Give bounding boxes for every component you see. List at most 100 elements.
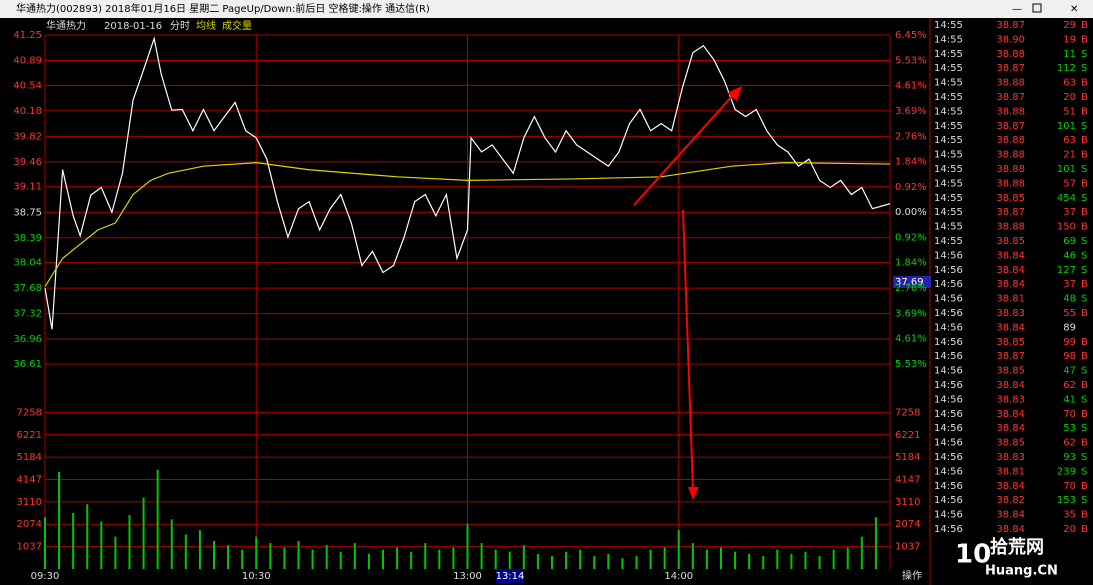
trade-time: 14:56 — [934, 438, 963, 449]
trade-price: 38.82 — [996, 495, 1025, 506]
y-tick-label: 39.46 — [13, 157, 42, 168]
volume-bar — [452, 547, 455, 569]
x-tick-label: 14:00 — [664, 571, 693, 582]
trade-time: 14:55 — [934, 63, 963, 74]
y2-tick-label: 3.69% — [895, 106, 927, 117]
trade-time: 14:56 — [934, 495, 963, 506]
trade-time: 14:56 — [934, 366, 963, 377]
price-marker-box — [893, 276, 931, 288]
volume-bar — [311, 549, 314, 569]
trade-price: 38.87 — [996, 351, 1025, 362]
trade-side: B — [1081, 34, 1088, 45]
trade-volume: 55 — [1063, 308, 1076, 319]
volume-bar — [804, 551, 807, 569]
trade-time: 14:55 — [934, 178, 963, 189]
legend-avg: 均线 — [196, 19, 216, 32]
y-tick-label: 37.32 — [13, 309, 42, 320]
annotation-arrows — [633, 86, 742, 500]
minimize-button[interactable]: — — [1012, 4, 1022, 15]
y-tick-label-right: 4147 — [895, 475, 920, 486]
volume-bar — [663, 547, 666, 569]
trade-time: 14:55 — [934, 135, 963, 146]
volume-bar — [536, 553, 539, 569]
trade-time: 14:56 — [934, 250, 963, 261]
restore-button[interactable] — [1032, 3, 1042, 13]
trade-volume: 46 — [1063, 250, 1076, 261]
trade-volume: 20 — [1063, 524, 1076, 535]
trade-time: 14:56 — [934, 510, 963, 521]
trade-price: 38.81 — [996, 466, 1025, 477]
trade-side: S — [1081, 236, 1087, 247]
watermark-text: 拾荒网 — [990, 536, 1044, 558]
trade-volume: 37 — [1063, 207, 1076, 218]
y2-tick-label: 2.76% — [895, 131, 927, 142]
trade-volume: 89 — [1063, 322, 1076, 333]
trade-volume: 51 — [1063, 106, 1076, 117]
volume-bar — [790, 553, 793, 569]
y-tick-label: 7258 — [17, 407, 42, 418]
op-button[interactable]: 操作 — [902, 569, 922, 582]
trade-price: 38.88 — [996, 106, 1025, 117]
volume-bar — [677, 530, 680, 569]
trade-time: 14:55 — [934, 150, 963, 161]
trade-volume: 19 — [1063, 34, 1076, 45]
trade-side: B — [1081, 337, 1088, 348]
trade-time: 14:55 — [934, 78, 963, 89]
trade-price: 38.83 — [996, 452, 1025, 463]
volume-bar — [635, 556, 638, 569]
volume-bar — [227, 545, 230, 569]
volume-bar — [156, 469, 159, 569]
volume-bar — [762, 556, 765, 569]
volume-bar — [44, 517, 46, 569]
y2-tick-label: 0.92% — [895, 232, 927, 243]
trade-time: 14:56 — [934, 351, 963, 362]
arrowhead — [688, 487, 699, 500]
trade-volume: 70 — [1063, 409, 1076, 420]
series-line — [44, 36, 891, 330]
trade-side: S — [1081, 193, 1087, 204]
legend-vol: 成交量 — [222, 19, 252, 32]
trade-time: 14:56 — [934, 452, 963, 463]
y-tick-label: 40.54 — [13, 80, 42, 91]
y2-tick-label: 1.84% — [895, 258, 927, 269]
trade-price: 38.88 — [996, 78, 1025, 89]
trade-side: B — [1081, 409, 1088, 420]
trade-side: S — [1081, 423, 1087, 434]
trade-volume: 454 — [1057, 193, 1076, 204]
trade-time: 14:56 — [934, 466, 963, 477]
volume-bar — [593, 556, 596, 569]
y-tick-label-right: 2074 — [895, 519, 920, 530]
trade-volume: 62 — [1063, 438, 1076, 449]
volume-bar — [734, 551, 737, 569]
trade-price: 38.87 — [996, 207, 1025, 218]
trade-volume: 47 — [1063, 366, 1076, 377]
trade-price: 38.84 — [996, 250, 1025, 261]
trade-price: 38.84 — [996, 510, 1025, 521]
volume-bar — [508, 551, 511, 569]
trade-volume: 21 — [1063, 150, 1076, 161]
trade-volume: 150 — [1057, 222, 1076, 233]
volume-bar — [438, 549, 441, 569]
trade-side: B — [1081, 92, 1088, 103]
trade-time: 14:56 — [934, 524, 963, 535]
volume-bar — [565, 551, 568, 569]
volume-bar — [339, 551, 342, 569]
arrow-up — [633, 93, 735, 206]
trade-price: 38.88 — [996, 49, 1025, 60]
volume-bar — [86, 504, 89, 569]
trade-price: 38.85 — [996, 366, 1025, 377]
volume-bar — [522, 545, 525, 569]
volume-bar — [494, 549, 497, 569]
trade-price: 38.87 — [996, 63, 1025, 74]
trade-volume: 41 — [1063, 394, 1076, 405]
y-tick-label: 40.89 — [13, 56, 42, 67]
volume-bar — [607, 553, 610, 569]
volume-bar — [72, 512, 75, 569]
trade-side: B — [1081, 207, 1088, 218]
trade-volume: 53 — [1063, 423, 1076, 434]
trade-price: 38.85 — [996, 236, 1025, 247]
volume-bar — [184, 534, 187, 569]
trade-price: 38.84 — [996, 524, 1025, 535]
trade-volume: 101 — [1057, 164, 1076, 175]
close-button[interactable]: ✕ — [1070, 4, 1078, 15]
